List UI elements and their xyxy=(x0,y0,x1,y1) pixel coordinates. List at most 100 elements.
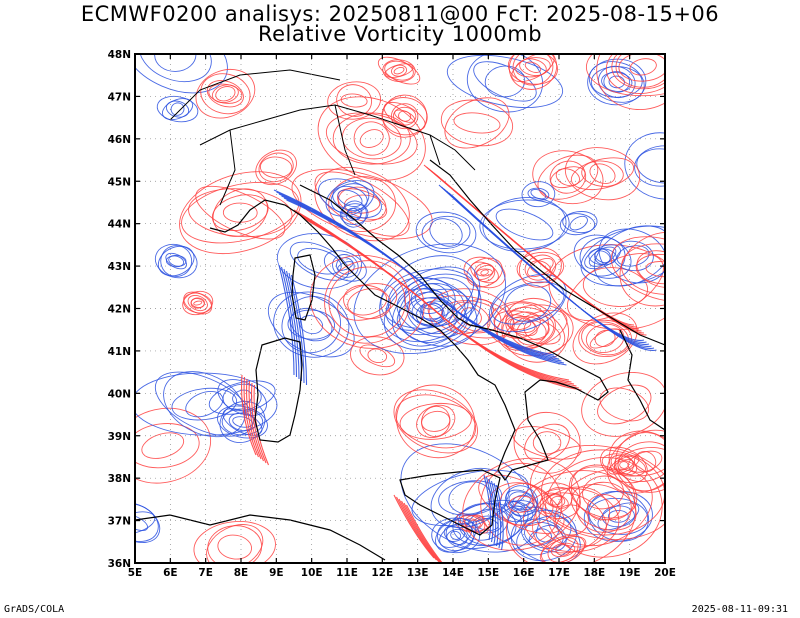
vorticity-contour xyxy=(550,542,576,558)
vorticity-contour xyxy=(645,261,665,278)
lon-tick-label: 18E xyxy=(583,567,605,579)
vorticity-contour xyxy=(504,284,552,322)
lat-tick-label: 43N xyxy=(108,261,131,273)
vorticity-contour xyxy=(524,61,542,73)
vorticity-contour xyxy=(211,194,269,231)
vorticity-contour xyxy=(547,494,566,508)
vorticity-contour xyxy=(611,54,665,90)
vorticity-contour xyxy=(195,68,256,119)
vorticity-contour xyxy=(135,502,161,544)
vorticity-contour xyxy=(581,372,665,437)
vorticity-contour xyxy=(569,215,588,231)
balkan-coastline xyxy=(429,159,665,346)
vorticity-contour xyxy=(350,336,405,376)
vorticity-contour xyxy=(532,150,604,205)
vorticity-contour xyxy=(627,450,663,473)
vorticity-contour xyxy=(398,283,466,343)
vorticity-contour xyxy=(330,183,370,214)
vorticity-contour xyxy=(599,387,650,422)
vorticity-band xyxy=(278,264,295,376)
italy-coastline xyxy=(209,184,609,482)
vorticity-contour xyxy=(589,328,621,349)
vorticity-contour xyxy=(479,199,570,250)
vorticity-contour xyxy=(528,524,560,546)
vorticity-contour xyxy=(612,240,654,272)
vorticity-contour xyxy=(297,247,342,275)
vorticity-contour xyxy=(393,66,405,75)
lon-tick-label: 10E xyxy=(301,567,323,579)
vorticity-contour xyxy=(450,530,462,540)
vorticity-contour xyxy=(327,81,382,120)
vorticity-contour xyxy=(398,110,412,122)
vorticity-contour xyxy=(377,56,421,85)
vorticity-contour xyxy=(617,446,665,477)
vorticity-contour xyxy=(589,163,616,184)
north-africa-coastline xyxy=(135,514,386,561)
lat-tick-label: 46N xyxy=(108,134,131,146)
vorticity-contour xyxy=(615,54,665,88)
vorticity-contour xyxy=(466,257,503,288)
vorticity-contour xyxy=(446,54,564,108)
vorticity-contour xyxy=(585,54,665,97)
vorticity-contour xyxy=(547,537,579,563)
vorticity-band xyxy=(280,266,298,378)
vorticity-band xyxy=(290,274,308,386)
vorticity-contour xyxy=(473,262,496,282)
vorticity-contour xyxy=(421,410,451,432)
vorticity-contour xyxy=(597,65,636,99)
vorticity-band xyxy=(398,498,440,563)
vorticity-band xyxy=(243,376,260,458)
vorticity-contour xyxy=(359,129,384,148)
vorticity-contour xyxy=(399,402,472,440)
vorticity-contours xyxy=(135,54,665,563)
vorticity-contour xyxy=(515,57,551,78)
vorticity-contour xyxy=(610,236,665,302)
vorticity-contour xyxy=(471,515,503,534)
axis-ticks xyxy=(134,53,666,564)
vorticity-contour xyxy=(381,97,428,136)
vorticity-contour xyxy=(340,93,368,108)
vorticity-contour xyxy=(605,54,665,94)
vorticity-contour xyxy=(206,80,244,108)
lon-tick-label: 20E xyxy=(654,567,676,579)
vorticity-contour xyxy=(531,482,581,520)
vorticity-contour xyxy=(393,389,478,454)
vorticity-contour xyxy=(521,181,556,208)
vorticity-contour xyxy=(200,73,251,115)
vorticity-contour xyxy=(618,54,665,82)
vorticity-contour xyxy=(598,228,665,284)
lon-tick-label: 6E xyxy=(163,567,177,579)
vorticity-contour xyxy=(495,208,554,241)
vorticity-contour xyxy=(491,281,565,325)
vorticity-band xyxy=(401,500,442,563)
vorticity-contour xyxy=(532,431,562,455)
vorticity-contour xyxy=(222,408,263,436)
vorticity-band xyxy=(403,502,443,563)
alpine-borders xyxy=(169,69,476,206)
vorticity-contour xyxy=(453,112,501,134)
lat-tick-label: 42N xyxy=(108,304,131,316)
vorticity-contour xyxy=(586,494,621,521)
vorticity-contour xyxy=(532,486,611,554)
vorticity-contour xyxy=(343,284,392,320)
vorticity-contour xyxy=(572,312,638,365)
vorticity-contour xyxy=(171,387,238,421)
vorticity-contour xyxy=(596,54,665,111)
vorticity-contour xyxy=(410,283,449,314)
vorticity-band xyxy=(436,174,647,336)
lon-tick-label: 17E xyxy=(548,567,570,579)
vorticity-contour xyxy=(606,429,665,494)
vorticity-contour xyxy=(562,213,596,234)
vorticity-contour xyxy=(635,253,665,285)
vorticity-contour xyxy=(193,300,203,306)
vorticity-contour xyxy=(440,99,514,147)
vorticity-contour xyxy=(466,54,544,113)
vorticity-contour xyxy=(521,518,567,553)
lon-tick-label: 7E xyxy=(198,567,212,579)
vorticity-contour xyxy=(195,185,286,240)
vorticity-contour xyxy=(421,215,471,250)
vorticity-contour xyxy=(392,106,417,126)
vorticity-contour xyxy=(336,84,373,117)
corsica-coastline xyxy=(291,254,316,321)
vorticity-contour xyxy=(162,98,194,121)
